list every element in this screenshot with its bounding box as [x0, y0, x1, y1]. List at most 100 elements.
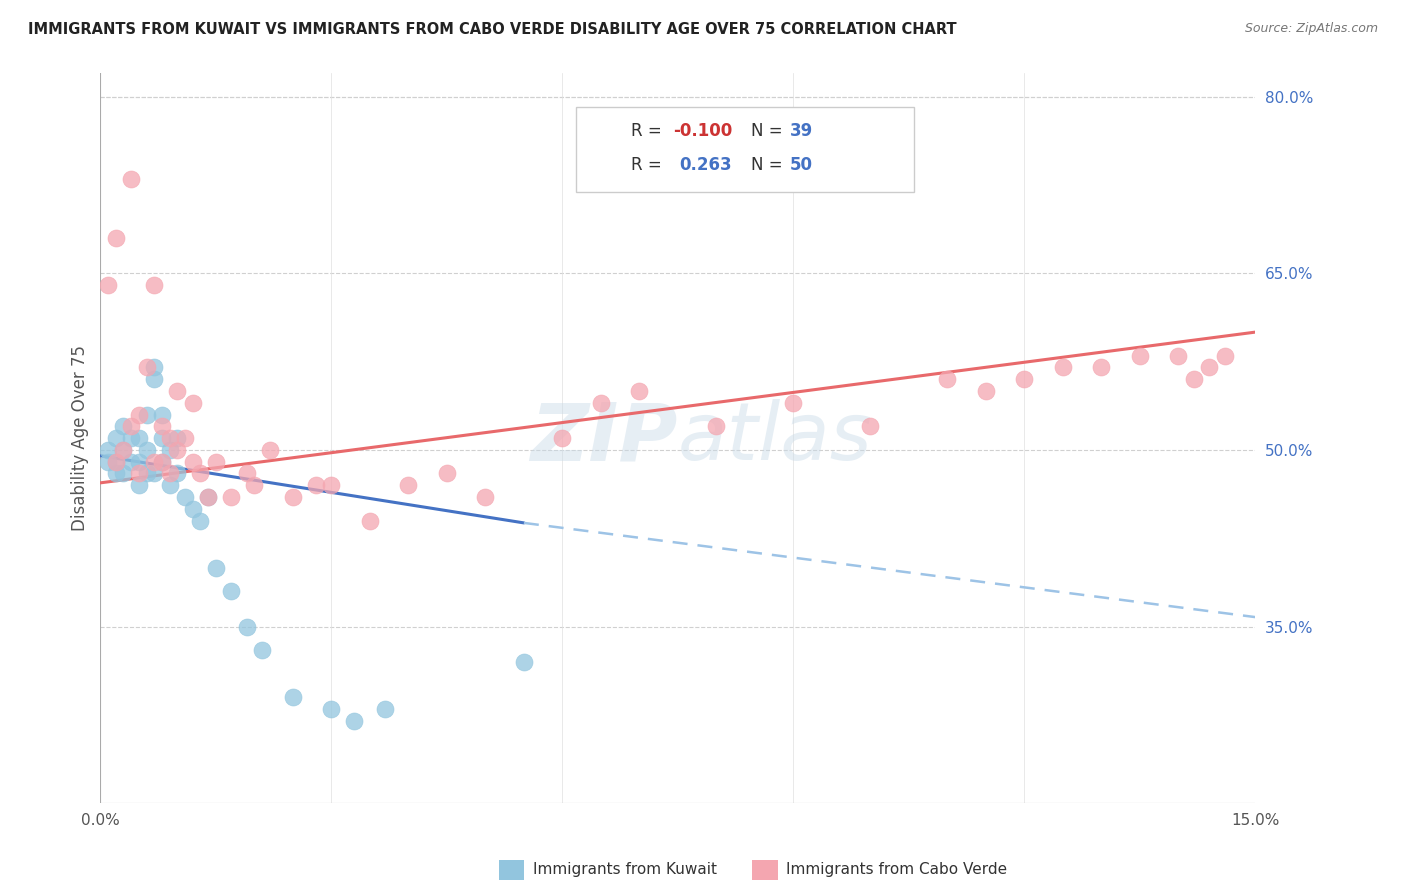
- Text: 50: 50: [790, 156, 813, 174]
- Text: R =: R =: [631, 122, 668, 140]
- Text: IMMIGRANTS FROM KUWAIT VS IMMIGRANTS FROM CABO VERDE DISABILITY AGE OVER 75 CORR: IMMIGRANTS FROM KUWAIT VS IMMIGRANTS FRO…: [28, 22, 956, 37]
- Point: [104, 231, 127, 245]
- Point: [159, 467, 181, 481]
- Point: [219, 490, 242, 504]
- Point: [97, 455, 120, 469]
- Text: 0.263: 0.263: [679, 156, 731, 174]
- Point: [104, 455, 127, 469]
- Point: [197, 490, 219, 504]
- Point: [120, 455, 142, 469]
- Point: [859, 419, 882, 434]
- Point: [159, 442, 181, 457]
- Point: [128, 408, 150, 422]
- Point: [112, 467, 135, 481]
- Point: [181, 501, 204, 516]
- Point: [589, 396, 612, 410]
- Point: [974, 384, 997, 398]
- Point: [143, 277, 166, 292]
- Point: [1213, 349, 1236, 363]
- Point: [112, 419, 135, 434]
- Point: [97, 277, 120, 292]
- Point: [205, 560, 228, 574]
- Text: 39: 39: [790, 122, 814, 140]
- Point: [150, 408, 173, 422]
- Text: ZIP: ZIP: [530, 399, 678, 477]
- Point: [128, 478, 150, 492]
- Point: [166, 467, 188, 481]
- Point: [782, 396, 804, 410]
- Point: [1182, 372, 1205, 386]
- Point: [235, 619, 257, 633]
- Point: [143, 372, 166, 386]
- Point: [166, 442, 188, 457]
- Point: [104, 467, 127, 481]
- Point: [112, 442, 135, 457]
- Point: [1198, 360, 1220, 375]
- Point: [259, 442, 281, 457]
- Point: [150, 419, 173, 434]
- Point: [128, 455, 150, 469]
- Point: [181, 455, 204, 469]
- Point: [120, 172, 142, 186]
- Point: [706, 419, 728, 434]
- Point: [135, 442, 157, 457]
- Point: [235, 467, 257, 481]
- Text: atlas: atlas: [678, 399, 873, 477]
- Point: [513, 655, 536, 669]
- Point: [128, 467, 150, 481]
- Point: [436, 467, 458, 481]
- Text: N =: N =: [751, 156, 787, 174]
- Point: [120, 431, 142, 445]
- Point: [205, 455, 228, 469]
- Point: [281, 690, 304, 705]
- Point: [374, 702, 396, 716]
- Text: Immigrants from Cabo Verde: Immigrants from Cabo Verde: [786, 863, 1007, 877]
- Point: [135, 408, 157, 422]
- Point: [135, 360, 157, 375]
- Point: [135, 467, 157, 481]
- Point: [166, 384, 188, 398]
- Point: [243, 478, 266, 492]
- Point: [97, 442, 120, 457]
- Point: [321, 478, 343, 492]
- Point: [359, 514, 381, 528]
- Point: [474, 490, 496, 504]
- Text: Source: ZipAtlas.com: Source: ZipAtlas.com: [1244, 22, 1378, 36]
- Point: [321, 702, 343, 716]
- Point: [174, 431, 197, 445]
- Point: [551, 431, 574, 445]
- Point: [936, 372, 959, 386]
- Point: [250, 643, 273, 657]
- Point: [628, 384, 651, 398]
- Text: R =: R =: [631, 156, 672, 174]
- Point: [143, 467, 166, 481]
- Text: Immigrants from Kuwait: Immigrants from Kuwait: [533, 863, 717, 877]
- Point: [1129, 349, 1152, 363]
- Point: [159, 478, 181, 492]
- Point: [128, 431, 150, 445]
- Point: [1052, 360, 1074, 375]
- Point: [1090, 360, 1112, 375]
- Point: [190, 467, 212, 481]
- Point: [150, 431, 173, 445]
- Point: [174, 490, 197, 504]
- Point: [150, 455, 173, 469]
- Point: [150, 455, 173, 469]
- Point: [305, 478, 328, 492]
- Point: [159, 431, 181, 445]
- Point: [1167, 349, 1189, 363]
- Point: [181, 396, 204, 410]
- Point: [343, 714, 366, 728]
- Point: [120, 419, 142, 434]
- Text: -0.100: -0.100: [673, 122, 733, 140]
- Point: [219, 584, 242, 599]
- Point: [197, 490, 219, 504]
- Point: [396, 478, 419, 492]
- Point: [104, 431, 127, 445]
- Point: [112, 442, 135, 457]
- Point: [166, 431, 188, 445]
- Point: [281, 490, 304, 504]
- Point: [190, 514, 212, 528]
- Point: [104, 455, 127, 469]
- Point: [1014, 372, 1036, 386]
